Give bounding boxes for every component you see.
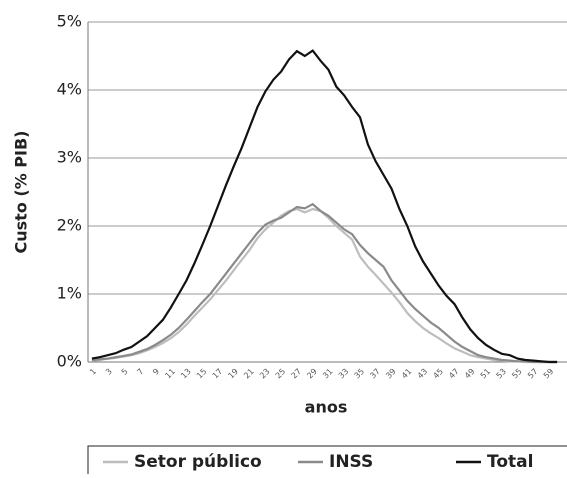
x-tick-label: 25 — [274, 367, 288, 381]
x-tick-label: 41 — [400, 367, 414, 381]
x-tick-label: 19 — [226, 367, 240, 381]
x-tick-label: 15 — [195, 367, 209, 381]
x-tick-label: 9 — [151, 367, 161, 377]
x-tick-label: 49 — [463, 367, 477, 381]
x-tick-label: 29 — [305, 367, 319, 381]
y-tick-label: 3% — [57, 148, 82, 167]
x-tick-label: 31 — [321, 367, 335, 381]
x-tick-label: 21 — [242, 367, 256, 381]
x-tick-label: 27 — [290, 367, 304, 381]
y-axis-title: Custo (% PIB) — [12, 131, 31, 254]
x-tick-label: 17 — [211, 367, 225, 381]
legend-label: INSS — [329, 452, 373, 472]
x-tick-label: 13 — [179, 367, 193, 381]
x-axis-title: anos — [305, 398, 348, 417]
y-tick-label: 1% — [57, 284, 82, 303]
x-tick-label: 35 — [353, 367, 367, 381]
x-tick-label: 33 — [337, 367, 351, 381]
x-tick-label: 11 — [163, 367, 177, 381]
x-tick-label: 55 — [510, 367, 524, 381]
series-line — [91, 202, 558, 364]
x-tick-label: 53 — [494, 367, 508, 381]
x-tick-label: 59 — [542, 367, 556, 381]
x-tick-label: 1 — [88, 367, 98, 377]
legend-label: Setor público — [134, 452, 262, 472]
x-tick-label: 43 — [416, 367, 430, 381]
x-tick-label: 23 — [258, 367, 272, 381]
x-tick-label: 7 — [135, 367, 145, 377]
y-tick-label: 0% — [57, 352, 82, 371]
y-tick-label: 2% — [57, 216, 82, 235]
x-tick-label: 5 — [120, 367, 130, 377]
x-tick-label: 47 — [447, 367, 461, 381]
x-tick-label: 39 — [384, 367, 398, 381]
y-tick-label: 5% — [57, 12, 82, 31]
x-tick-label: 57 — [526, 367, 540, 381]
x-tick-label: 45 — [431, 367, 445, 381]
x-tick-label: 3 — [104, 367, 114, 377]
x-tick-label: 51 — [479, 367, 493, 381]
series-line — [91, 207, 558, 364]
y-tick-label: 4% — [57, 80, 82, 99]
x-tick-label: 37 — [368, 367, 382, 381]
legend-label: Total — [487, 452, 533, 472]
series-line — [91, 49, 558, 364]
